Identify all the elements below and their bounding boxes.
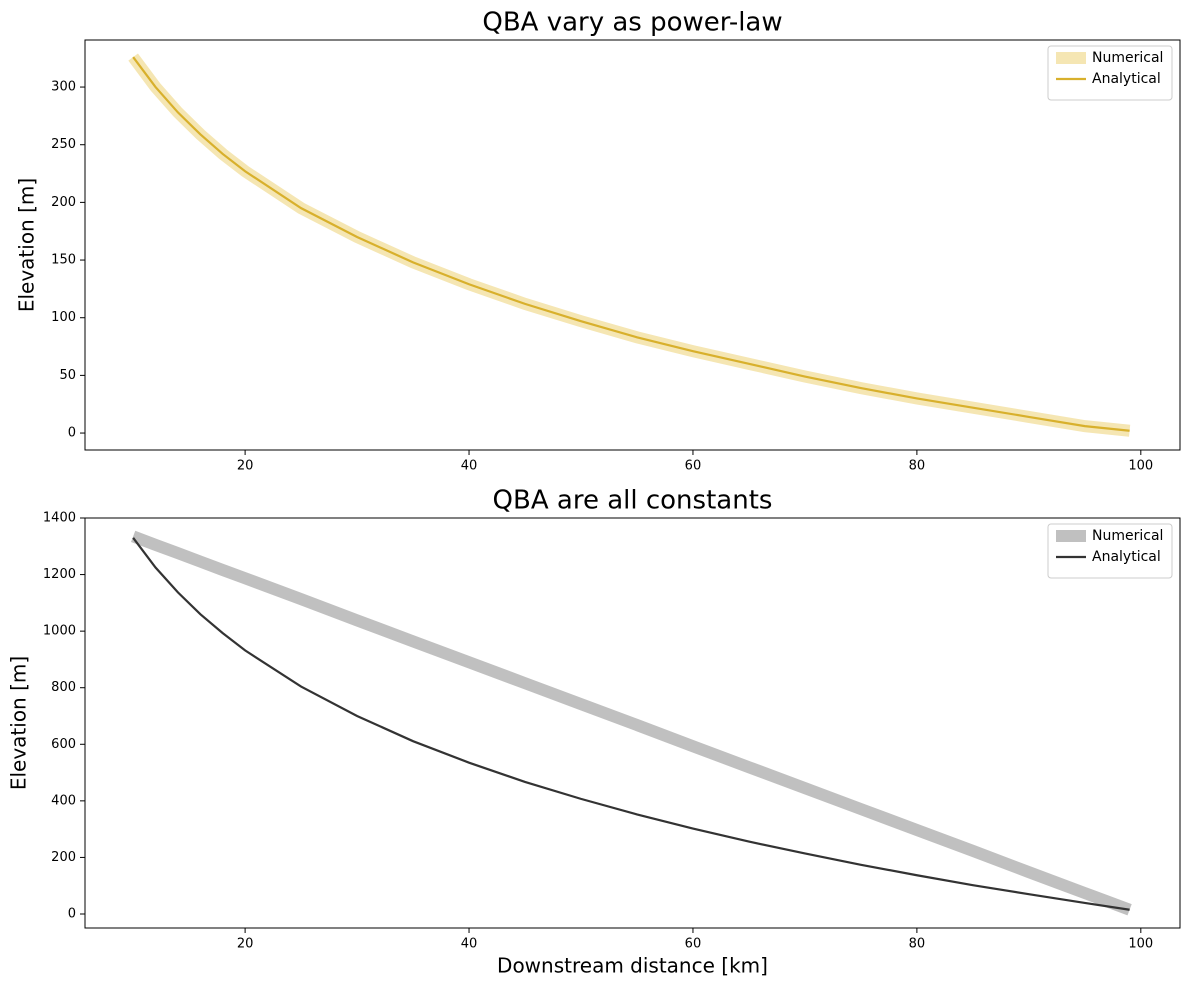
y-tick-label: 200: [51, 195, 76, 210]
y-axis-label: Elevation [m]: [7, 656, 31, 790]
legend-label: Analytical: [1092, 71, 1161, 87]
y-axis-label: Elevation [m]: [15, 178, 39, 312]
data-line: [132, 56, 1130, 432]
x-tick-label: 100: [1128, 459, 1153, 474]
y-tick-label: 150: [51, 253, 76, 268]
y-tick-label: 800: [51, 680, 76, 695]
y-tick-label: 1200: [43, 567, 76, 582]
y-tick-label: 300: [51, 80, 76, 95]
chart-title: QBA vary as power-law: [482, 8, 782, 38]
x-tick-label: 60: [685, 937, 702, 952]
x-tick-label: 40: [461, 459, 478, 474]
y-tick-label: 1400: [43, 511, 76, 526]
data-line: [132, 537, 1130, 911]
legend-label: Analytical: [1092, 549, 1161, 565]
y-tick-label: 600: [51, 737, 76, 752]
data-line: [128, 53, 1131, 437]
y-tick-label: 200: [51, 850, 76, 865]
legend: Numerical Analytical: [1047, 45, 1173, 101]
x-tick-label: 100: [1128, 937, 1153, 952]
y-tick-label: 0: [68, 906, 76, 921]
legend-label: Numerical: [1092, 528, 1163, 544]
y-tick-label: 250: [51, 137, 76, 152]
y-tick-label: 50: [59, 368, 76, 383]
legend-label: Numerical: [1092, 50, 1163, 66]
x-tick-label: 60: [685, 459, 702, 474]
x-tick-label: 20: [237, 937, 254, 952]
x-tick-label: 20: [237, 459, 254, 474]
chart-title: QBA are all constants: [493, 486, 773, 516]
legend: Numerical Analytical: [1047, 523, 1173, 579]
axes-frame: [84, 517, 1181, 929]
subplot: QBA are all constants Elevation [m] Downst…: [7, 486, 1181, 978]
axes-frame: [84, 39, 1181, 451]
x-axis-label: Downstream distance [km]: [497, 954, 768, 978]
x-tick-label: 80: [909, 459, 926, 474]
y-tick-label: 1000: [43, 624, 76, 639]
y-tick-label: 400: [51, 793, 76, 808]
y-tick-label: 100: [51, 310, 76, 325]
y-tick-label: 0: [68, 426, 76, 441]
x-tick-label: 80: [909, 937, 926, 952]
x-tick-label: 40: [461, 937, 478, 952]
subplot: QBA vary as power-law Elevation [m] 20 40 60…: [15, 8, 1181, 474]
data-line: [131, 530, 1132, 916]
